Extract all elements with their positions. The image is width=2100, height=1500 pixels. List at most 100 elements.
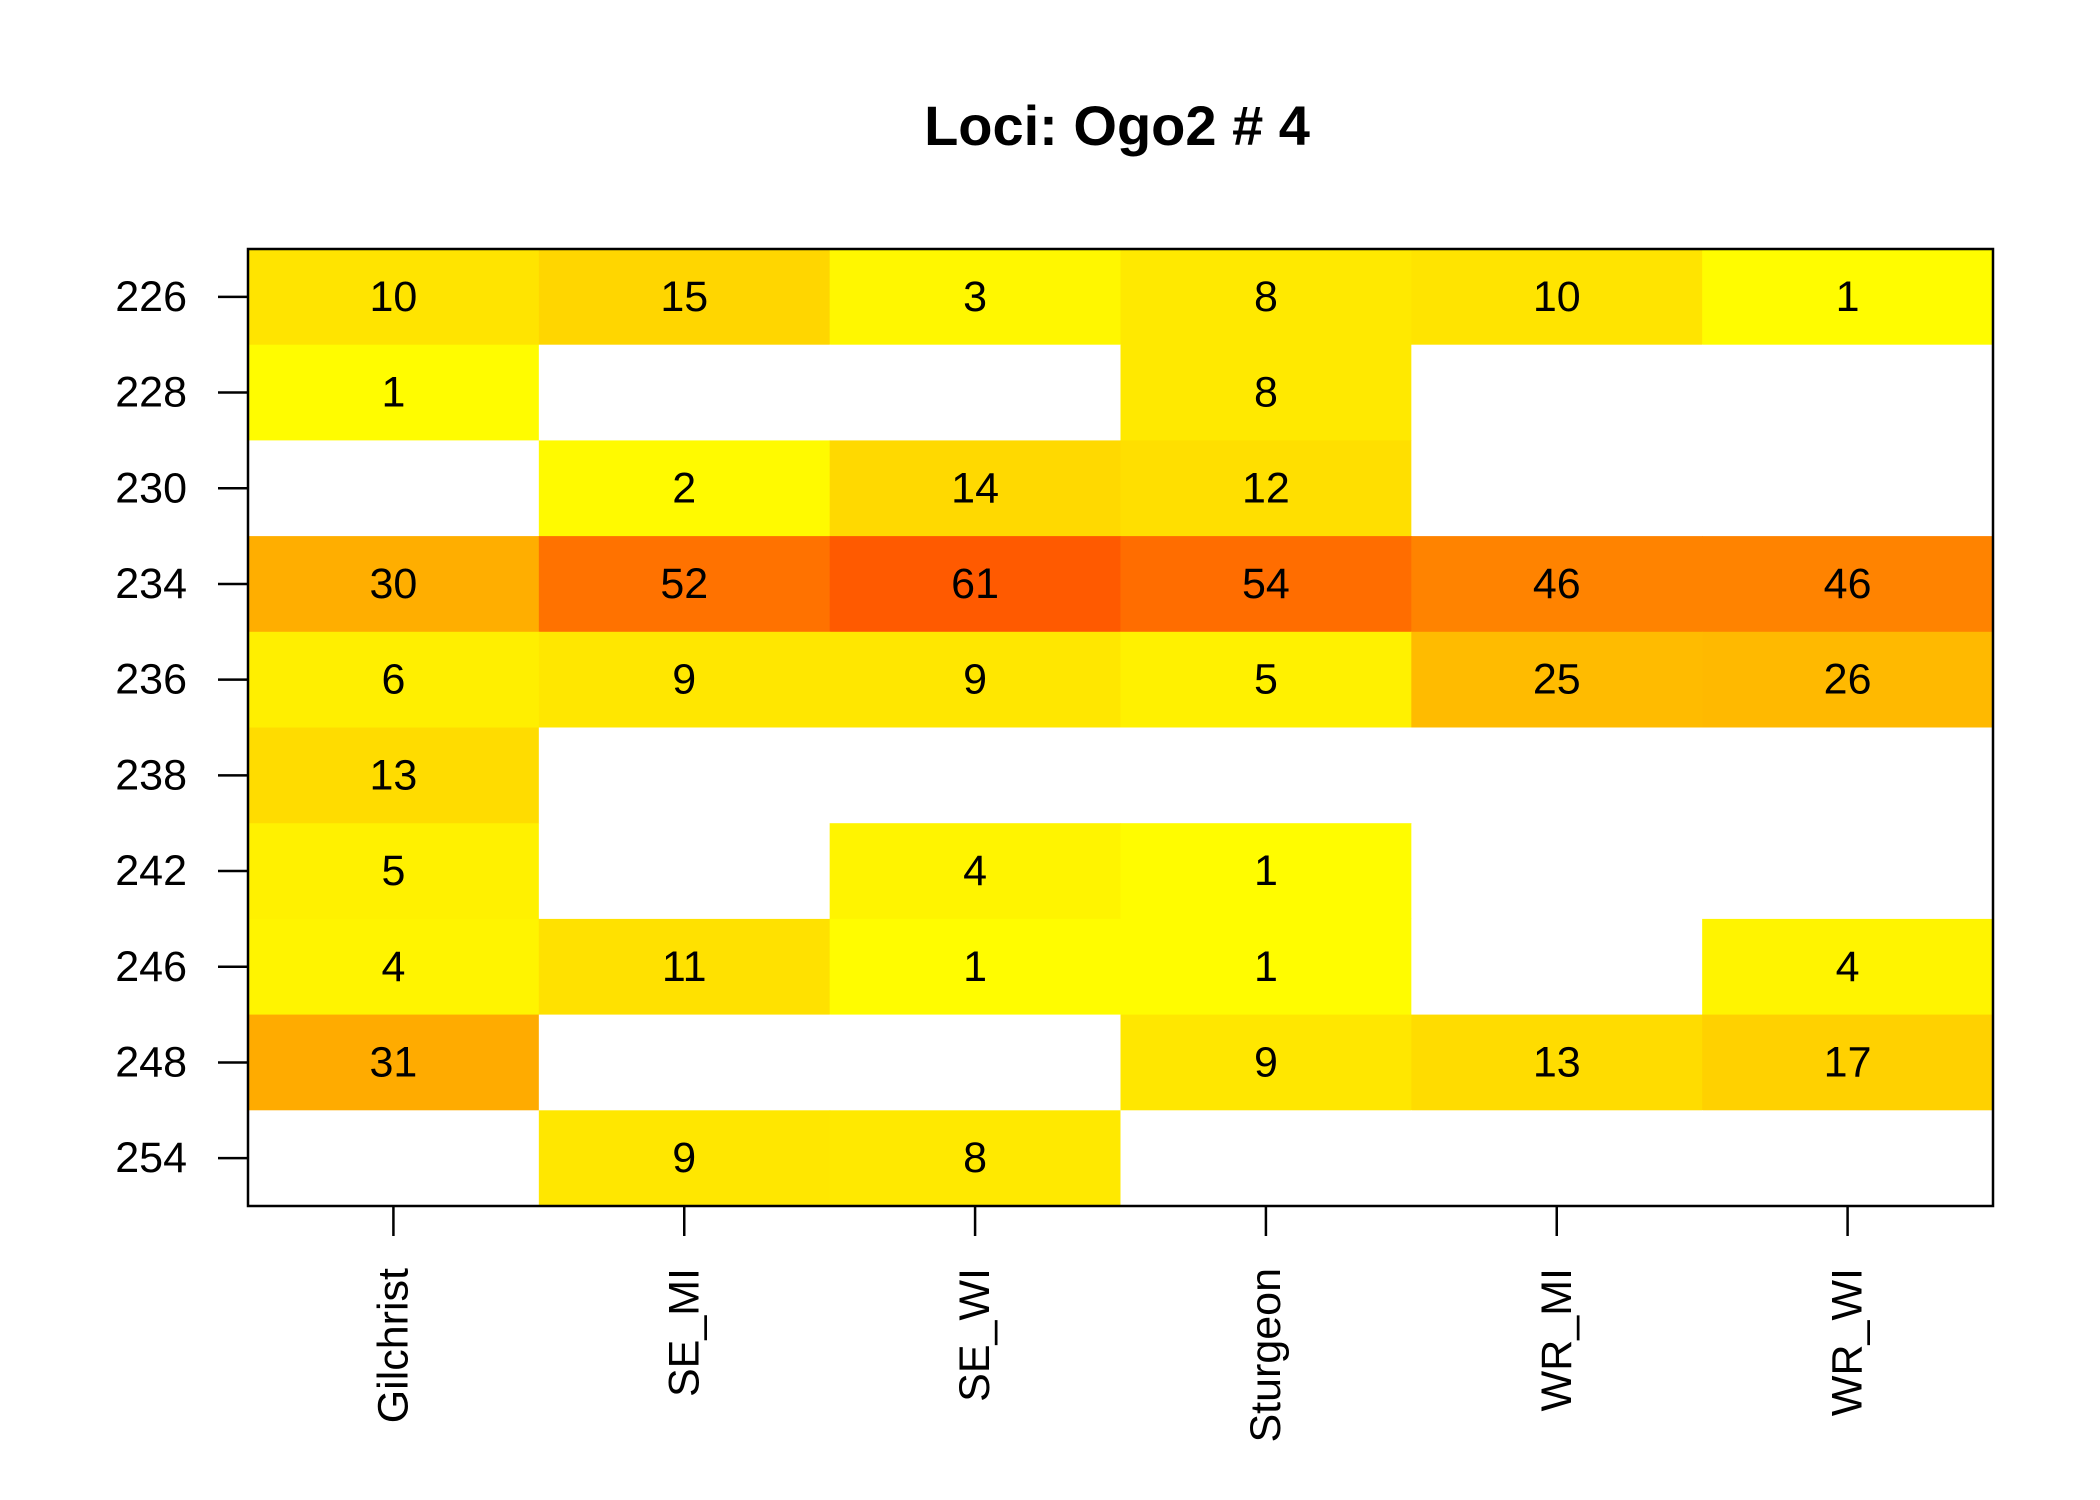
y-tick-label: 226 [115, 273, 187, 321]
cell-value-label: 14 [951, 464, 999, 512]
heatmap-cell [1702, 631, 1994, 729]
cell-value-label: 61 [951, 560, 999, 608]
cell-value-label: 25 [1533, 656, 1581, 704]
heatmap-cell [248, 536, 540, 633]
cell-value-label: 9 [672, 656, 696, 704]
cell-value-label: 1 [1254, 943, 1278, 991]
heatmap-cell [248, 1014, 540, 1111]
cell-value-label: 5 [1254, 656, 1278, 704]
y-tick-label: 254 [115, 1134, 187, 1182]
cell-value-label: 4 [381, 943, 405, 991]
heatmap-cell [248, 440, 540, 537]
y-tick-label: 248 [115, 1038, 187, 1086]
heatmap-cell [1411, 631, 1703, 729]
heatmap-cell [829, 918, 1122, 1016]
y-tick-label: 246 [115, 943, 187, 991]
heatmap-cell [1411, 440, 1703, 537]
heatmap-cell [248, 344, 540, 441]
heatmap-cell [1120, 631, 1412, 729]
heatmap-cell [829, 1110, 1122, 1207]
cell-value-label: 1 [381, 369, 405, 417]
cell-value-label: 10 [369, 273, 417, 321]
heatmap-cell [538, 440, 831, 537]
heatmap-cell [1702, 440, 1994, 537]
heatmap-cell [1702, 344, 1994, 441]
heatmap-cell [1702, 536, 1994, 633]
cell-value-label: 54 [1242, 560, 1290, 608]
heatmap-cell [1120, 727, 1412, 824]
cell-value-label: 17 [1824, 1038, 1872, 1086]
heatmap-cell [1702, 918, 1994, 1016]
heatmap-cell [1120, 1110, 1412, 1207]
heatmap-cell [1702, 249, 1994, 346]
x-tick-label: Sturgeon [1242, 1268, 1290, 1443]
cell-value-label: 5 [381, 847, 405, 895]
cell-value-label: 9 [672, 1134, 696, 1182]
plot-frame [246, 247, 1995, 1208]
heatmap-cell [1120, 536, 1412, 633]
cell-value-label: 8 [963, 1134, 987, 1182]
heatmap-cell [1702, 1014, 1994, 1111]
cell-value-label: 11 [662, 943, 707, 991]
heatmap-cell [829, 631, 1122, 729]
y-tick-label: 234 [115, 560, 187, 608]
heatmap-cell [538, 631, 831, 729]
cell-value-label: 26 [1824, 656, 1872, 704]
heatmap-cell [1411, 249, 1703, 346]
heatmap-cell [829, 344, 1122, 441]
cell-value-label: 30 [369, 560, 417, 608]
cell-value-label: 12 [1242, 464, 1290, 512]
y-tick-label: 228 [115, 369, 187, 417]
x-tick-label: WR_MI [1533, 1268, 1581, 1411]
heatmap-cell [1411, 918, 1703, 1016]
heatmap-cell [538, 727, 831, 824]
cell-value-label: 2 [672, 464, 696, 512]
cell-value-label: 8 [1254, 369, 1278, 417]
cell-value-label: 46 [1824, 560, 1872, 608]
heatmap-cell [248, 249, 540, 346]
heatmap-cell [538, 823, 831, 920]
heatmap-cell [1702, 727, 1994, 824]
heatmap-cell [248, 918, 540, 1016]
x-tick-label: Gilchrist [369, 1268, 417, 1423]
x-tick-label: WR_WI [1824, 1268, 1872, 1416]
cell-value-label: 1 [1254, 847, 1278, 895]
chart-title: Loci: Ogo2 # 4 [924, 94, 1310, 157]
cell-value-label: 1 [963, 943, 987, 991]
y-tick-label: 238 [115, 751, 187, 799]
cell-value-label: 9 [1254, 1038, 1278, 1086]
x-axis: Gilchrist SE_MI SE_WI Sturgeon WR_MI WR_WI [369, 1206, 1872, 1443]
cell-value-label: 52 [660, 560, 708, 608]
heatmap-cell [1411, 1014, 1703, 1111]
cell-value-label: 31 [369, 1038, 417, 1086]
heatmap-cell [1120, 1014, 1412, 1111]
heatmap-cell [829, 823, 1122, 920]
heatmap-cell [538, 1014, 831, 1111]
cell-value-label: 4 [963, 847, 987, 895]
heatmap-cell [829, 536, 1122, 633]
cell-value-label: 46 [1533, 560, 1581, 608]
heatmap-cell [248, 823, 540, 920]
heatmap-cell [1411, 344, 1703, 441]
cell-value-label: 15 [660, 273, 708, 321]
heatmap-cell [248, 631, 540, 729]
x-tick-label: SE_WI [951, 1268, 999, 1402]
cell-value-label: 8 [1254, 273, 1278, 321]
y-tick-label: 242 [115, 847, 187, 895]
heatmap-cell [1120, 823, 1412, 920]
heatmap-cell [1120, 249, 1412, 346]
cell-value-label: 13 [1533, 1038, 1581, 1086]
heatmap-cell [248, 727, 540, 824]
heatmap-cell [538, 1110, 831, 1207]
cell-value-label: 9 [963, 656, 987, 704]
cell-value-label: 3 [963, 273, 987, 321]
heatmap-cell [1120, 344, 1412, 441]
heatmap-cell [829, 1014, 1122, 1111]
heatmap-cell [1411, 727, 1703, 824]
heatmap-cell [1120, 918, 1412, 1016]
heatmap-cells [248, 249, 1994, 1207]
cell-value-label: 10 [1533, 273, 1581, 321]
heatmap-cell [538, 918, 831, 1016]
